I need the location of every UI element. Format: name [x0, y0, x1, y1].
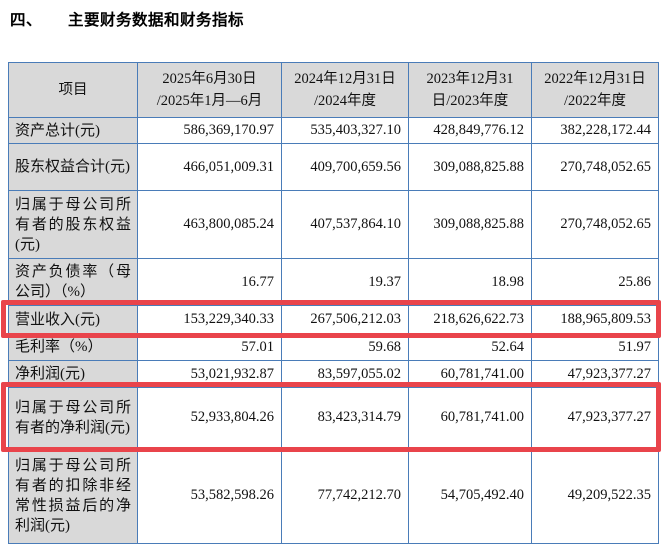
- row-label: 归属于母公司所有者的股东权益(元): [8, 190, 138, 259]
- row-label: 资产负债率（母公司）（%）: [8, 258, 138, 306]
- cell-value: 18.98: [408, 258, 532, 306]
- table-row: 股东权益合计(元) 466,051,009.31 409,700,659.56 309…: [8, 143, 659, 191]
- cell-value: 309,088,825.88: [408, 190, 532, 259]
- cell-value: 52,933,804.26: [137, 387, 282, 448]
- table-body: 资产总计(元) 586,369,170.97 535,403,327.10 428,8…: [8, 117, 659, 544]
- header-period-2022: 2022年12月31日 /2022年度: [531, 62, 659, 118]
- table-row: 营业收入(元) 153,229,340.33 267,506,212.03 218,6…: [8, 305, 659, 334]
- cell-value: 428,849,776.12: [408, 117, 532, 144]
- header-item-column: 项目: [8, 62, 138, 118]
- cell-value: 60,781,741.00: [408, 387, 532, 448]
- cell-value: 51.97: [531, 333, 659, 361]
- cell-value: 188,965,809.53: [531, 305, 659, 334]
- cell-value: 53,021,932.87: [137, 360, 282, 388]
- table-row: 归属于母公司所有者的净利润(元) 52,933,804.26 83,423,314.…: [8, 387, 659, 448]
- section-title: 四、 主要财务数据和财务指标: [10, 8, 244, 30]
- row-label: 净利润(元): [8, 360, 138, 388]
- cell-value: 586,369,170.97: [137, 117, 282, 144]
- cell-value: 407,537,864.10: [281, 190, 409, 259]
- cell-value: 49,209,522.35: [531, 447, 659, 544]
- cell-value: 463,800,085.24: [137, 190, 282, 259]
- row-label: 营业收入(元): [8, 305, 138, 334]
- cell-value: 59.68: [281, 333, 409, 361]
- cell-value: 60,781,741.00: [408, 360, 532, 388]
- cell-value: 83,597,055.02: [281, 360, 409, 388]
- cell-value: 267,506,212.03: [281, 305, 409, 334]
- table-row: 净利润(元) 53,021,932.87 83,597,055.02 60,781,7…: [8, 360, 659, 388]
- section-number: 四、: [10, 12, 43, 29]
- cell-value: 16.77: [137, 258, 282, 306]
- table-row: 归属于母公司所有者的扣除非经常性损益后的净利润(元) 53,582,598.26 7…: [8, 447, 659, 544]
- table-row: 资产总计(元) 586,369,170.97 535,403,327.10 428,8…: [8, 117, 659, 144]
- cell-value: 466,051,009.31: [137, 143, 282, 191]
- cell-value: 382,228,172.44: [531, 117, 659, 144]
- header-row: 项目 2025年6月30日 /2025年1月—6月 2024年12月31日 /2…: [8, 62, 659, 118]
- cell-value: 25.86: [531, 258, 659, 306]
- cell-value: 77,742,212.70: [281, 447, 409, 544]
- financial-table: 项目 2025年6月30日 /2025年1月—6月 2024年12月31日 /2…: [8, 62, 659, 544]
- row-label: 资产总计(元): [8, 117, 138, 144]
- row-label: 归属于母公司所有者的净利润(元): [8, 387, 138, 448]
- header-period-2024: 2024年12月31日 /2024年度: [281, 62, 409, 118]
- cell-value: 57.01: [137, 333, 282, 361]
- table-row: 毛利率（%） 57.01 59.68 52.64 51.97: [8, 333, 659, 361]
- cell-value: 409,700,659.56: [281, 143, 409, 191]
- cell-value: 83,423,314.79: [281, 387, 409, 448]
- cell-value: 535,403,327.10: [281, 117, 409, 144]
- cell-value: 52.64: [408, 333, 532, 361]
- section-title-text: 主要财务数据和财务指标: [68, 12, 245, 29]
- cell-value: 309,088,825.88: [408, 143, 532, 191]
- table-row: 资产负债率（母公司）（%） 16.77 19.37 18.98 25.86: [8, 258, 659, 306]
- cell-value: 47,923,377.27: [531, 387, 659, 448]
- cell-value: 270,748,052.65: [531, 190, 659, 259]
- row-label: 归属于母公司所有者的扣除非经常性损益后的净利润(元): [8, 447, 138, 544]
- row-label: 毛利率（%）: [8, 333, 138, 361]
- cell-value: 53,582,598.26: [137, 447, 282, 544]
- table-row: 归属于母公司所有者的股东权益(元) 463,800,085.24 407,537,8…: [8, 190, 659, 259]
- cell-value: 218,626,622.73: [408, 305, 532, 334]
- cell-value: 47,923,377.27: [531, 360, 659, 388]
- row-label: 股东权益合计(元): [8, 143, 138, 191]
- cell-value: 54,705,492.40: [408, 447, 532, 544]
- cell-value: 153,229,340.33: [137, 305, 282, 334]
- header-period-2025: 2025年6月30日 /2025年1月—6月: [137, 62, 282, 118]
- header-period-2023: 2023年12月31 日/2023年度: [408, 62, 532, 118]
- cell-value: 270,748,052.65: [531, 143, 659, 191]
- cell-value: 19.37: [281, 258, 409, 306]
